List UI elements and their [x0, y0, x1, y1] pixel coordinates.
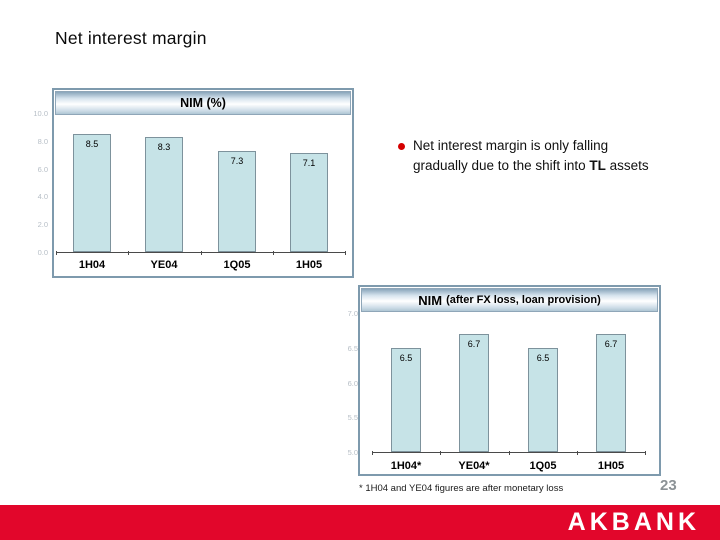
- axis-tick: [645, 451, 646, 455]
- category-label: 1H04: [78, 259, 106, 271]
- footnote: * 1H04 and YE04 figures are after moneta…: [359, 483, 564, 494]
- y-axis-label: 0.0: [37, 248, 48, 257]
- axis-tick: [201, 251, 202, 255]
- category-label: 1H05: [295, 259, 323, 271]
- axis-tick: [128, 251, 129, 255]
- plot-area: 10.0 8.0 6.0 4.0 2.0 0.0 8.5 1H04 8.3 YE04 7.3 1Q05…: [33, 90, 352, 276]
- bar-value-label: 6.5: [399, 353, 413, 363]
- category-label: 1H05: [597, 460, 625, 472]
- axis-tick: [345, 251, 346, 255]
- y-axis-label: 10.0: [33, 109, 48, 118]
- category-label: YE04: [150, 259, 178, 271]
- bar: [596, 334, 626, 452]
- x-axis-line: [372, 452, 645, 453]
- chart-title-bar: NIM (%): [55, 91, 351, 115]
- axis-tick: [440, 451, 441, 455]
- bullet-text: Net interest margin is only falling grad…: [413, 136, 666, 176]
- nim-percent-chart: NIM (%) 10.0 8.0 6.0 4.0 2.0 0.0 8.5 1H04 8.3 YE0…: [33, 88, 354, 278]
- akbank-logo: AKBANK: [567, 508, 700, 536]
- y-axis-label: 2.0: [37, 220, 48, 229]
- bullet-point: Net interest margin is only falling grad…: [398, 136, 666, 176]
- category-label: 1Q05: [223, 259, 251, 271]
- bullet-text-after: assets: [605, 158, 649, 173]
- axis-tick: [577, 451, 578, 455]
- plot-area: 7.0 6.5 6.0 5.5 5.0 6.5 1H04* 6.7 YE04* 6.5 1Q05 6.…: [348, 287, 659, 474]
- y-axis-label: 4.0: [37, 192, 48, 201]
- bar: [218, 151, 256, 252]
- page-title: Net interest margin: [55, 28, 207, 48]
- nim-after-fx-chart: NIM (after FX loss, loan provision) 7.0 6…: [348, 285, 661, 476]
- bar-value-label: 6.7: [467, 339, 481, 349]
- bullet-text-before: Net interest margin is only falling grad…: [413, 138, 609, 173]
- bar: [145, 137, 183, 252]
- bullet-text-bold: TL: [589, 158, 606, 173]
- category-label: 1Q05: [529, 460, 557, 472]
- bar-value-label: 6.5: [536, 353, 550, 363]
- bar-value-label: 6.7: [604, 339, 618, 349]
- bar: [391, 348, 421, 452]
- bar-value-label: 7.1: [302, 158, 316, 168]
- bar-value-label: 8.3: [157, 142, 171, 152]
- axis-tick: [509, 451, 510, 455]
- x-axis-line: [56, 252, 345, 253]
- y-axis-label: 6.0: [347, 379, 358, 388]
- y-axis-label: 7.0: [347, 309, 358, 318]
- y-axis-label: 6.0: [37, 165, 48, 174]
- chart-title-sub: (after FX loss, loan provision): [446, 294, 601, 306]
- y-axis-label: 8.0: [37, 137, 48, 146]
- bullet-icon: [398, 143, 405, 150]
- axis-tick: [372, 451, 373, 455]
- page-number: 23: [660, 477, 677, 494]
- chart-title-main: NIM: [418, 292, 443, 308]
- category-label: 1H04*: [390, 460, 422, 472]
- footer-bar: AKBANK: [0, 505, 720, 540]
- chart-title-bar: NIM (after FX loss, loan provision): [361, 288, 658, 312]
- bar: [459, 334, 489, 452]
- axis-tick: [56, 251, 57, 255]
- y-axis-label: 6.5: [347, 344, 358, 353]
- category-label: YE04*: [458, 460, 490, 472]
- axis-tick: [273, 251, 274, 255]
- y-axis-label: 5.0: [347, 448, 358, 457]
- y-axis-label: 5.5: [347, 413, 358, 422]
- bar-value-label: 7.3: [230, 156, 244, 166]
- chart-title: NIM (%): [180, 96, 226, 110]
- bar: [528, 348, 558, 452]
- bar: [290, 153, 328, 252]
- bar-value-label: 8.5: [85, 139, 99, 149]
- bar: [73, 134, 111, 252]
